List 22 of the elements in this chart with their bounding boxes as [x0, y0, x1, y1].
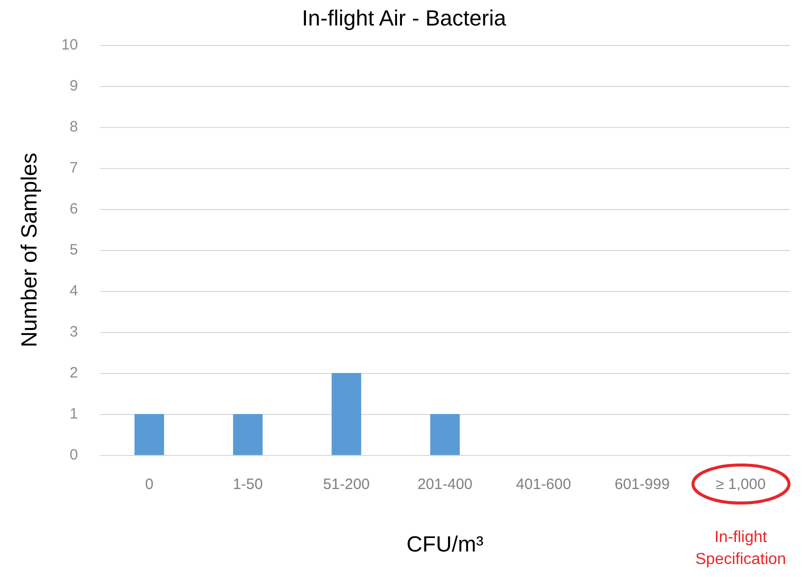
x-tick-label: 601-999 [614, 476, 670, 493]
y-tick-label: 1 [70, 406, 78, 422]
y-tick-label: 8 [70, 118, 78, 136]
y-tick-label: 3 [70, 324, 78, 340]
y-tick-label: 10 [61, 36, 78, 54]
y-tick-label: 6 [70, 200, 78, 218]
x-axis-title: CFU/m³ [406, 532, 484, 556]
y-tick-label: 7 [70, 160, 78, 176]
x-tick-label: ≥ 1,000 [716, 476, 766, 493]
y-tick-label: 5 [70, 242, 78, 258]
y-tick-label: 9 [70, 78, 78, 94]
chart-title: In-flight Air - Bacteria [302, 6, 507, 30]
y-tick-label: 2 [70, 364, 78, 382]
x-tick-label: 201-400 [417, 476, 473, 493]
y-tick-label: 0 [70, 446, 78, 464]
y-axis-title: Number of Samples [16, 152, 42, 348]
x-tick-label: 51-200 [323, 476, 370, 493]
x-tick-label: 1-50 [232, 476, 263, 493]
x-tick-label: 0 [145, 476, 154, 493]
x-tick-label: 401-600 [516, 476, 572, 493]
y-tick-label: 4 [70, 282, 78, 300]
text: In-flight Specification [694, 528, 788, 570]
